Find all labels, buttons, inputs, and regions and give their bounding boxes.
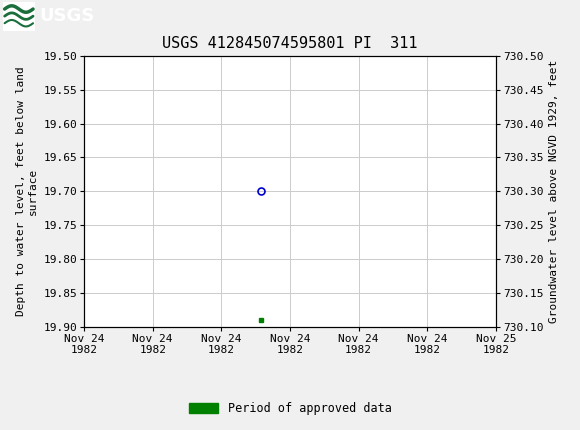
Title: USGS 412845074595801 PI  311: USGS 412845074595801 PI 311 bbox=[162, 36, 418, 51]
Text: USGS: USGS bbox=[39, 7, 95, 25]
Y-axis label: Depth to water level, feet below land
surface: Depth to water level, feet below land su… bbox=[16, 67, 38, 316]
Y-axis label: Groundwater level above NGVD 1929, feet: Groundwater level above NGVD 1929, feet bbox=[549, 60, 559, 323]
Bar bbox=[3, 2, 35, 31]
Legend: Period of approved data: Period of approved data bbox=[184, 397, 396, 420]
